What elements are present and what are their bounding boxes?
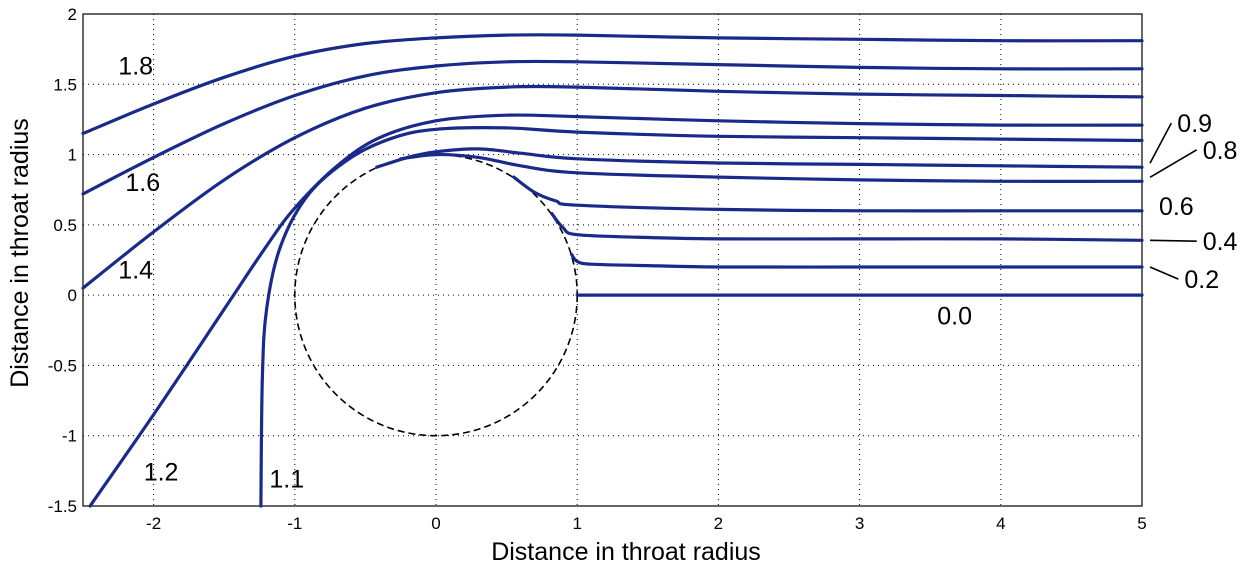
curve-label-0-2: 0.2 bbox=[1184, 266, 1219, 294]
x-tick-label: 2 bbox=[714, 514, 723, 533]
curve-labels: 1.8 1.6 1.4 1.2 1.1 0.90.8 0.6 0.4 0.2 0.0 bbox=[118, 52, 1237, 493]
streamline-1-6 bbox=[81, 59, 1144, 196]
x-tick-label: 3 bbox=[855, 514, 864, 533]
streamline-1-8 bbox=[81, 33, 1144, 136]
leader-line-0-2 bbox=[1149, 266, 1179, 280]
streamline-1-2 bbox=[88, 113, 1144, 508]
x-tick-label: -1 bbox=[287, 514, 302, 533]
streamline-0-9 bbox=[375, 147, 1144, 169]
x-tick-label: 5 bbox=[1137, 514, 1146, 533]
curve-label-0-0: 0.0 bbox=[937, 303, 972, 331]
label-leaders bbox=[1149, 122, 1198, 280]
x-tick-label: -2 bbox=[146, 514, 161, 533]
leader-line-0-8 bbox=[1149, 149, 1198, 178]
curve-label-1-8: 1.8 bbox=[118, 52, 153, 80]
y-tick-labels: -1.5 -1 -0.5 0 0.5 1 1.5 2 bbox=[48, 5, 77, 516]
x-tick-label: 0 bbox=[431, 514, 440, 533]
streamline-1-4 bbox=[81, 84, 1144, 290]
y-tick-label: -1 bbox=[62, 427, 77, 446]
curve-label-1-4: 1.4 bbox=[118, 256, 153, 284]
y-tick-label: 1 bbox=[68, 146, 77, 165]
curve-label-0-8: 0.8 bbox=[1203, 137, 1238, 165]
x-tick-label: 4 bbox=[996, 514, 1005, 533]
x-tick-label: 1 bbox=[572, 514, 581, 533]
curve-label-0-4: 0.4 bbox=[1203, 228, 1238, 256]
streamline-0-4 bbox=[550, 212, 1144, 242]
curve-label-1-6: 1.6 bbox=[125, 169, 160, 197]
curve-label-0-9: 0.9 bbox=[1177, 110, 1212, 138]
curve-label-1-2: 1.2 bbox=[144, 459, 179, 487]
y-tick-label: 2 bbox=[68, 5, 77, 24]
leader-line-0-9 bbox=[1149, 122, 1173, 164]
y-tick-label: -1.5 bbox=[48, 497, 77, 516]
y-axis-title: Distance in throat radius bbox=[6, 118, 34, 388]
x-axis-title: Distance in throat radius bbox=[491, 538, 761, 566]
streamline-0-8 bbox=[399, 152, 1144, 183]
curve-label-1-1: 1.1 bbox=[269, 466, 304, 494]
x-tick-labels: -2 -1 0 1 2 3 4 5 bbox=[146, 514, 1147, 533]
streamline-1-1 bbox=[259, 126, 1144, 508]
y-tick-label: -0.5 bbox=[48, 356, 77, 375]
streamline-0-2 bbox=[570, 252, 1144, 269]
streamline-0-6 bbox=[512, 175, 1144, 213]
curve-label-0-6: 0.6 bbox=[1159, 193, 1194, 221]
y-tick-label: 1.5 bbox=[53, 75, 77, 94]
leader-line-0-4 bbox=[1149, 239, 1197, 242]
y-tick-label: 0 bbox=[68, 286, 77, 305]
y-tick-label: 0.5 bbox=[53, 216, 77, 235]
streamlines bbox=[81, 33, 1144, 508]
